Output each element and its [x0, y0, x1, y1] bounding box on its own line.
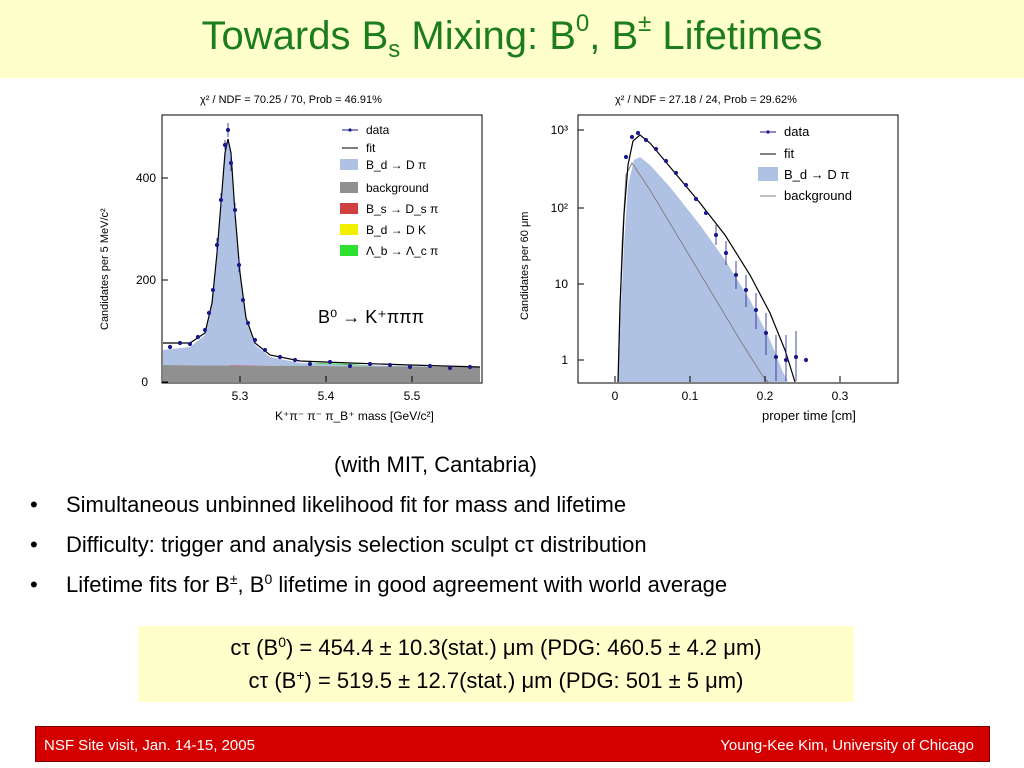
- right-xlabel: proper time [cm]: [762, 408, 856, 423]
- legend-data: data: [784, 124, 810, 139]
- footer-author: Young-Kee Kim, University of Chicago: [720, 737, 974, 754]
- left-ylabel: Candidates per 5 MeV/c²: [99, 208, 111, 330]
- footer-bar: NSF Site visit, Jan. 14-15, 2005 Young-K…: [35, 726, 990, 762]
- left-xlabel: K⁺π⁻ π⁻ π_B⁺ mass [GeV/c²]: [275, 409, 434, 423]
- bullet-list: • Simultaneous unbinned likelihood fit f…: [30, 490, 1010, 610]
- bullet-marker: •: [30, 532, 38, 557]
- right-xtick: 0.3: [832, 389, 849, 403]
- right-axes: [578, 129, 841, 382]
- right-ytick: 10²: [551, 201, 568, 215]
- legend-fit: fit: [784, 146, 795, 161]
- left-axes: [162, 177, 413, 383]
- bullet-item: • Lifetime fits for B±, B0 lifetime in g…: [30, 570, 1010, 610]
- left-frame: [161, 114, 483, 384]
- legend-background: background: [784, 188, 852, 203]
- right-fit-line: [617, 134, 796, 383]
- right-ytick: 10³: [551, 123, 568, 137]
- right-data-points: [623, 130, 809, 381]
- collaboration-note: (with MIT, Cantabria): [334, 452, 537, 477]
- bullet-item: • Difficulty: trigger and analysis selec…: [30, 530, 1010, 570]
- right-xtick: 0.2: [757, 389, 774, 403]
- bullet-text: Simultaneous unbinned likelihood fit for…: [66, 492, 627, 517]
- left-xtick: 5.5: [404, 389, 421, 403]
- bullet-text: Lifetime fits for B±, B0 lifetime in goo…: [66, 571, 728, 597]
- left-data-points: [167, 123, 473, 371]
- slide-title: Towards Bs Mixing: B0, B± Lifetimes: [201, 10, 823, 64]
- left-ytick: 0: [141, 375, 148, 389]
- legend-lb: Λ_b → Λ_c π: [366, 244, 438, 258]
- mass-fit-plot: χ² / NDF = 70.25 / 70, Prob = 46.91% Can…: [99, 94, 483, 423]
- right-xtick: 0: [612, 389, 619, 403]
- left-xtick: 5.3: [232, 389, 249, 403]
- left-signal-area: [163, 141, 480, 367]
- right-ytick: 1: [561, 353, 568, 367]
- results-box: cτ (B0) = 454.4 ± 10.3(stat.) μm (PDG: 4…: [138, 626, 854, 702]
- bullet-marker: •: [30, 492, 38, 517]
- left-ytick: 200: [136, 273, 156, 287]
- right-legend: data fit B_d → D π background: [758, 124, 852, 203]
- legend-background: background: [366, 181, 429, 195]
- footer-event: NSF Site visit, Jan. 14-15, 2005: [44, 737, 255, 754]
- right-signal-area: [618, 157, 788, 382]
- legend-data: data: [366, 123, 390, 137]
- legend-bs: B_s → D_s π: [366, 202, 438, 216]
- legend-signal: B_d → D π: [366, 158, 426, 172]
- left-legend: data fit B_d → D π background B_s → D_s …: [340, 123, 438, 258]
- legend-fit: fit: [366, 141, 376, 155]
- legend-dk: B_d → D K: [366, 223, 426, 237]
- right-stats: χ² / NDF = 27.18 / 24, Prob = 29.62%: [615, 94, 797, 106]
- left-fit-line: [163, 138, 481, 368]
- result-b0: cτ (B0) = 454.4 ± 10.3(stat.) μm (PDG: 4…: [230, 634, 762, 660]
- right-frame: [577, 114, 899, 384]
- right-xtick: 0.1: [682, 389, 699, 403]
- right-ylabel: Candidates per 60 μm: [519, 212, 531, 320]
- result-bplus: cτ (B+) = 519.5 ± 12.7(stat.) μm (PDG: 5…: [248, 667, 744, 693]
- left-stats: χ² / NDF = 70.25 / 70, Prob = 46.91%: [200, 94, 382, 106]
- legend-signal: B_d → D π: [784, 167, 849, 182]
- left-xtick: 5.4: [318, 389, 335, 403]
- decay-label: B⁰ → K⁺πππ: [318, 307, 424, 327]
- left-ytick: 400: [136, 171, 156, 185]
- bullet-text: Difficulty: trigger and analysis selecti…: [66, 532, 647, 557]
- left-background-area: [163, 365, 480, 382]
- title-bar: [0, 0, 1024, 78]
- lifetime-fit-plot: χ² / NDF = 27.18 / 24, Prob = 29.62% Can…: [519, 94, 899, 423]
- bullet-marker: •: [30, 572, 38, 597]
- right-ytick: 10: [555, 277, 569, 291]
- bullet-item: • Simultaneous unbinned likelihood fit f…: [30, 490, 1010, 530]
